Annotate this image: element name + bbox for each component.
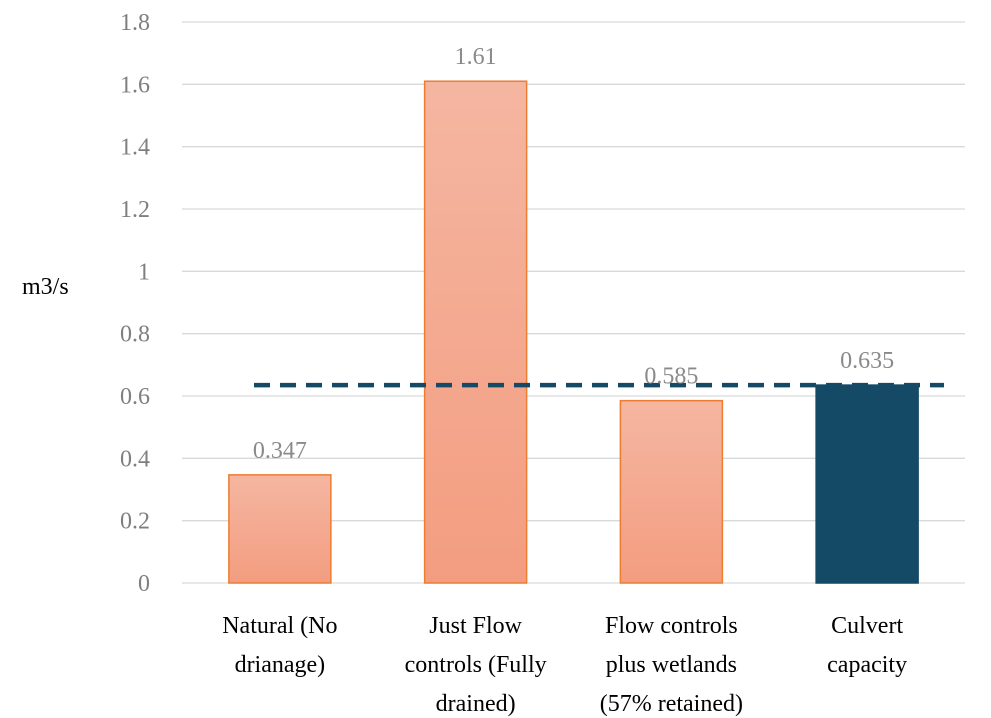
- y-tick-label: 1.6: [120, 72, 150, 98]
- category-label: (57% retained): [600, 691, 743, 717]
- bar: [228, 474, 332, 584]
- y-tick-label: 1.4: [120, 135, 150, 161]
- bars: [228, 80, 919, 584]
- y-tick-label: 1.2: [120, 197, 150, 223]
- y-tick-label: 1.8: [120, 10, 150, 36]
- bar: [619, 399, 724, 584]
- category-label: Just Flow: [429, 613, 522, 639]
- category-label: capacity: [827, 652, 907, 678]
- y-axis-ticks: 0 0.2 0.4 0.6 0.8 1 1.2 1.4 1.6 1.8: [120, 10, 150, 597]
- category-label: Culvert: [831, 613, 903, 639]
- y-tick-label: 0.4: [120, 446, 150, 472]
- y-tick-label: 1: [138, 259, 150, 285]
- y-tick-label: 0: [138, 571, 150, 597]
- category-label: controls (Fully: [405, 652, 547, 678]
- category-label: Flow controls: [605, 613, 738, 639]
- y-tick-label: 0.6: [120, 384, 150, 410]
- bar: [423, 80, 528, 584]
- category-label: drained): [436, 691, 516, 717]
- data-label: 0.585: [644, 364, 698, 390]
- data-label: 1.61: [455, 44, 497, 70]
- x-axis-categories: Natural (No drianage) Just Flow controls (F…: [222, 613, 907, 717]
- y-axis-title: m3/s: [22, 274, 69, 300]
- data-label: 0.635: [840, 348, 894, 374]
- y-tick-label: 0.2: [120, 509, 150, 535]
- data-label: 0.347: [253, 438, 307, 464]
- category-label: drianage): [235, 652, 326, 678]
- y-tick-label: 0.8: [120, 322, 150, 348]
- data-labels: 0.347 1.61 0.585 0.635: [253, 44, 894, 464]
- bar: [815, 384, 919, 584]
- category-label: plus wetlands: [606, 652, 737, 678]
- category-label: Natural (No: [222, 613, 337, 639]
